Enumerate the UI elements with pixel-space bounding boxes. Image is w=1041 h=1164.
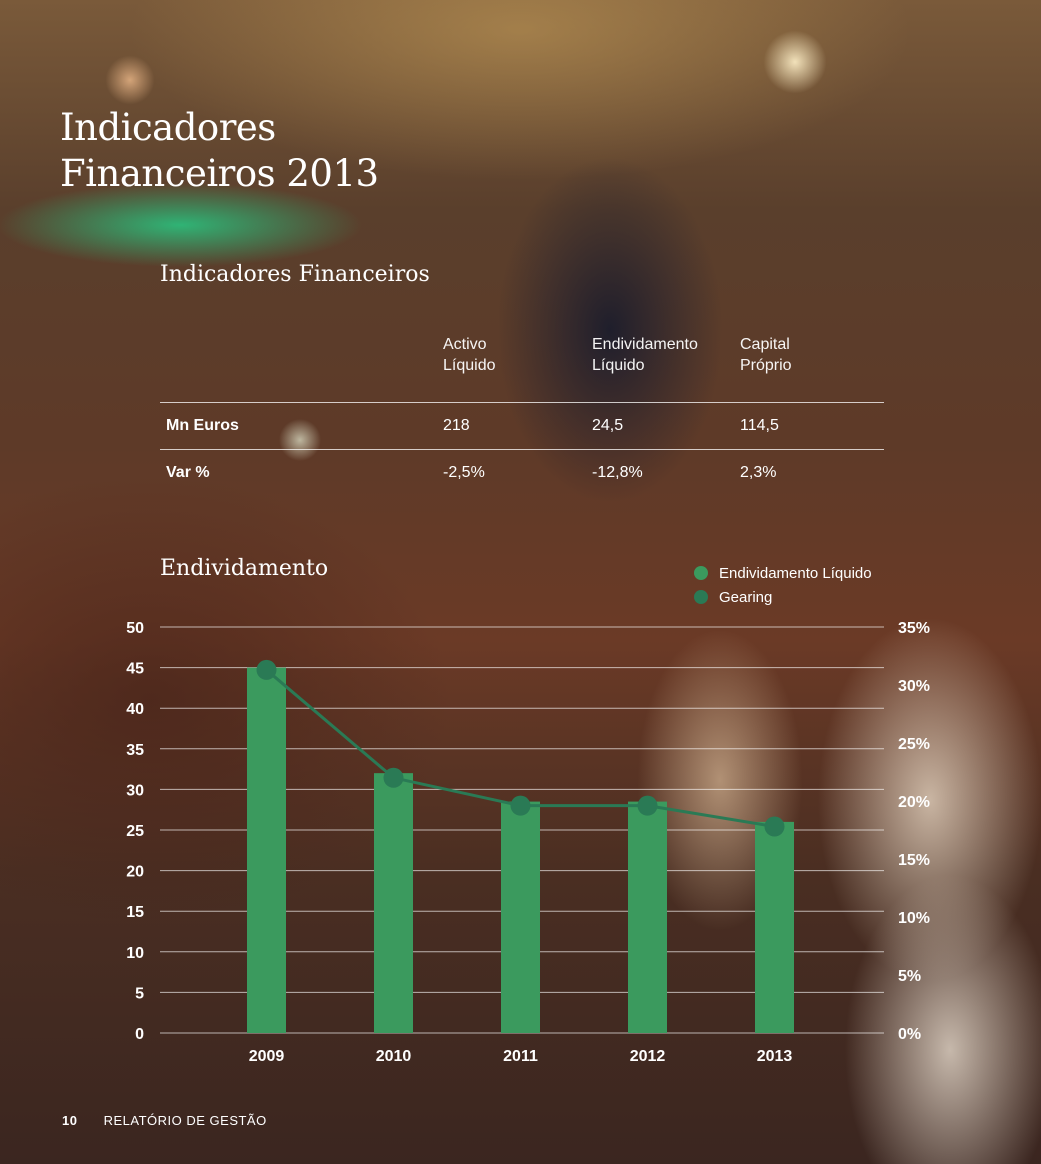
legend-item-endividamento: Endividamento Líquido [694, 561, 872, 585]
bar-endividamento-2009 [247, 667, 286, 1033]
y-left-tick-label: 35 [126, 742, 144, 759]
x-tick-label: 2011 [503, 1048, 538, 1065]
indicators-heading: Indicadores Financeiros [160, 262, 430, 287]
y-left-tick-label: 25 [126, 823, 144, 840]
chart-title: Endividamento [160, 556, 329, 581]
y-left-tick-label: 40 [126, 701, 144, 718]
y-left-tick-label: 20 [126, 864, 144, 881]
page-footer: 10 RELATÓRIO DE GESTÃO [62, 1113, 267, 1128]
table-cell: 218 [443, 417, 470, 434]
table-cell: 2,3% [740, 464, 777, 481]
legend-item-gearing: Gearing [694, 585, 872, 609]
indicators-table: Activo Líquido Endividamento Líquido Cap… [160, 334, 884, 496]
column-activo-liquido: Activo Líquido [443, 336, 496, 374]
legend-swatch-bar [694, 566, 708, 580]
x-tick-label: 2013 [757, 1048, 793, 1065]
chart-legend: Endividamento Líquido Gearing [694, 561, 872, 609]
column-capital-proprio: Capital Próprio [740, 336, 792, 374]
y-right-tick-label: 15% [898, 852, 930, 869]
x-tick-label: 2010 [376, 1048, 412, 1065]
y-left-tick-label: 10 [126, 945, 144, 962]
title-line-2: Financeiros 2013 [60, 152, 379, 195]
y-left-tick-label: 30 [126, 782, 144, 799]
y-right-tick-label: 5% [898, 968, 921, 985]
title-line-1: Indicadores [60, 106, 276, 149]
x-tick-label: 2009 [249, 1048, 285, 1065]
legend-label: Endividamento Líquido [719, 564, 872, 582]
table-row: Mn Euros 218 24,5 114,5 [160, 402, 884, 449]
bar-endividamento-2011 [501, 801, 540, 1033]
page-title: Indicadores Financeiros 2013 [60, 105, 379, 197]
bar-endividamento-2013 [755, 821, 794, 1033]
y-right-tick-label: 10% [898, 910, 930, 927]
y-right-tick-label: 20% [898, 794, 930, 811]
gearing-point-2012 [637, 795, 658, 816]
table-cell: -2,5% [443, 464, 485, 481]
table-cell: -12,8% [592, 464, 643, 481]
footer-label: RELATÓRIO DE GESTÃO [103, 1113, 267, 1128]
y-left-tick-label: 5 [135, 985, 144, 1002]
y-left-tick-label: 50 [126, 620, 144, 637]
y-left-tick-label: 15 [126, 904, 144, 921]
bar-endividamento-2010 [374, 773, 413, 1033]
gearing-point-2011 [510, 795, 531, 816]
y-right-tick-label: 35% [898, 620, 930, 637]
legend-swatch-line [694, 590, 708, 604]
gearing-point-2010 [383, 767, 404, 788]
row-label: Var % [166, 464, 210, 481]
x-tick-label: 2012 [630, 1048, 666, 1065]
y-left-tick-label: 0 [135, 1026, 144, 1043]
y-right-tick-label: 25% [898, 736, 930, 753]
bar-endividamento-2012 [628, 801, 667, 1033]
page-number: 10 [62, 1113, 78, 1128]
column-endividamento-liquido: Endividamento Líquido [592, 336, 698, 374]
row-label: Mn Euros [166, 417, 239, 434]
gearing-point-2013 [764, 816, 785, 837]
indicators-header-row: Activo Líquido Endividamento Líquido Cap… [160, 334, 884, 402]
table-cell: 114,5 [740, 417, 779, 434]
y-right-tick-label: 0% [898, 1026, 921, 1043]
table-row: Var % -2,5% -12,8% 2,3% [160, 449, 884, 496]
legend-label: Gearing [719, 588, 773, 606]
gearing-point-2009 [256, 659, 277, 680]
y-right-tick-label: 30% [898, 678, 930, 695]
table-cell: 24,5 [592, 417, 624, 434]
y-left-tick-label: 45 [126, 661, 144, 678]
